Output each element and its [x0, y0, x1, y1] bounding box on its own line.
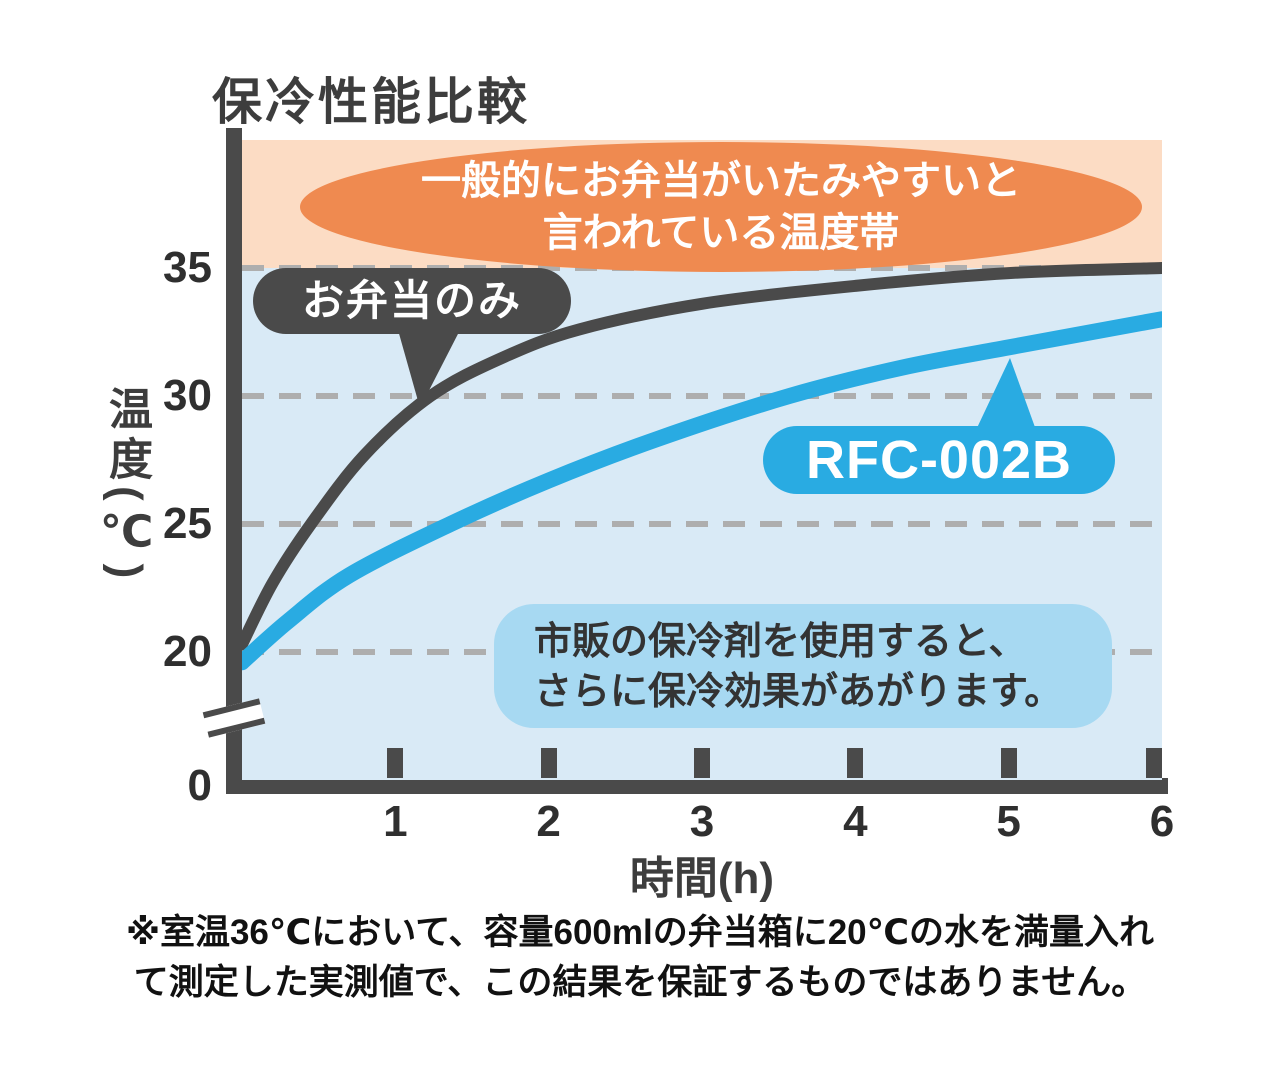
danger-zone-callout: 一般的にお弁当がいたみやすいと 言われている温度帯: [300, 142, 1142, 272]
product-label-pointer: [976, 358, 1036, 430]
x-tick-label-5: 5: [996, 797, 1021, 846]
curve-rfc-002b: [242, 311, 1162, 671]
x-tick-label-1: 1: [383, 797, 408, 846]
danger-zone-line1: 一般的にお弁当がいたみやすいと: [421, 159, 1021, 203]
y-axis-title: 温度(℃): [102, 386, 151, 585]
tip-line1: 市販の保冷剤を使用すると、: [534, 621, 1027, 663]
footnote-line1: ※室温36℃において、容量600mlの弁当箱に20℃の水を満量入れ: [125, 913, 1155, 952]
series-label-rfc-002b: RFC-002B: [763, 426, 1115, 494]
x-tick-label-3: 3: [689, 797, 715, 846]
gridline-30: [242, 393, 1162, 399]
ice-pack-tip-callout: 市販の保冷剤を使用すると、 さらに保冷効果があがります。: [494, 604, 1112, 728]
gridline-25: [242, 521, 1162, 527]
bento-label-pointer: [398, 330, 460, 408]
x-tick-label-2: 2: [536, 797, 561, 846]
x-axis-title: 時間(h): [629, 854, 775, 903]
y-origin-label: 0: [187, 761, 212, 810]
x-axis-line: [226, 778, 1168, 794]
series-label-bento-only: お弁当のみ: [253, 268, 571, 334]
x-tick-stub-4: [847, 748, 864, 778]
y-tick-label-20: 20: [163, 627, 212, 676]
x-tick-stub-1: [387, 748, 404, 778]
curves-svg: [242, 262, 1162, 671]
footnote: ※室温36℃において、容量600mlの弁当箱に20℃の水を満量入れ て測定した実…: [0, 908, 1280, 1008]
y-tick-label-35: 35: [163, 243, 212, 292]
page-title: 保冷性能比較: [212, 74, 530, 130]
x-tick-stub-2: [540, 748, 557, 778]
x-tick-label-6: 6: [1149, 797, 1175, 846]
curve-bento-only: [242, 262, 1162, 651]
x-tick-stub-6: [1146, 748, 1162, 778]
x-tick-label-4: 4: [843, 797, 868, 846]
y-axis-line: [226, 128, 242, 794]
danger-zone-line2: 言われている温度帯: [542, 211, 900, 255]
x-tick-stub-5: [1000, 748, 1017, 778]
x-tick-stub-3: [694, 748, 710, 778]
y-tick-label-30: 30: [163, 371, 212, 420]
tip-line2: さらに保冷効果があがります。: [534, 671, 1063, 713]
y-tick-label-25: 25: [163, 499, 212, 548]
footnote-line2: て測定した実測値で、この結果を保証するものではありません。: [133, 963, 1147, 1002]
